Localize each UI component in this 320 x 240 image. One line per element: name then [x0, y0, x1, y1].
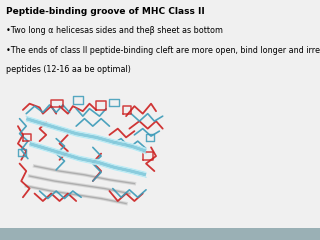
Text: •Two long α helicesas sides and theβ sheet as bottom: •Two long α helicesas sides and theβ she… — [6, 26, 223, 36]
FancyBboxPatch shape — [0, 228, 320, 240]
Text: Peptide-binding groove of MHC Class II: Peptide-binding groove of MHC Class II — [6, 7, 205, 16]
Text: •The ends of class II peptide-binding cleft are more open, bind longer and irreg: •The ends of class II peptide-binding cl… — [6, 46, 320, 55]
Text: peptides (12-16 aa be optimal): peptides (12-16 aa be optimal) — [6, 65, 131, 74]
